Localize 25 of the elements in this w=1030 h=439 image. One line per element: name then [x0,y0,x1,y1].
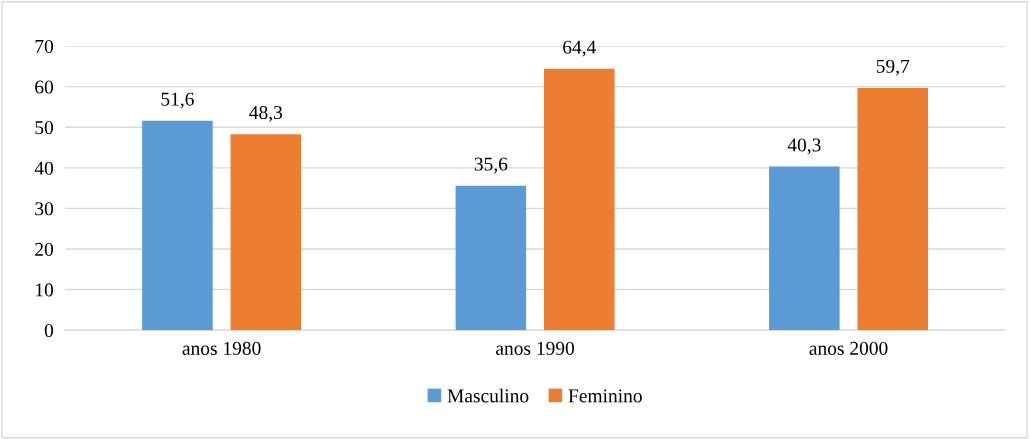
bar [455,185,527,331]
bar [142,120,213,331]
data-label: 48,3 [249,105,283,122]
y-tick-label: 50 [35,121,54,135]
x-tick-label: anos 1990 [496,341,575,355]
bar [769,166,840,331]
y-tick-label: 40 [34,161,54,175]
legend-label: Masculino [447,388,529,403]
x-tick-label: anos 2000 [809,341,888,355]
data-label: 59,7 [876,59,910,76]
data-label: 64,4 [563,40,596,57]
x-tick-label: anos 1980 [182,341,261,355]
data-label: 35,6 [474,157,508,174]
data-label: 40,3 [787,138,821,155]
y-tick-label: 0 [44,323,54,338]
bar [857,87,929,331]
y-tick-label: 60 [35,80,54,94]
y-tick-label: 30 [35,202,54,216]
y-tick-label: 10 [36,283,54,297]
data-label: 51,6 [161,92,194,109]
y-tick-label: 70 [35,39,54,54]
y-tick-label: 20 [35,242,54,256]
bar [230,134,302,331]
bar [544,68,615,331]
legend-label: Feminino [568,389,642,403]
